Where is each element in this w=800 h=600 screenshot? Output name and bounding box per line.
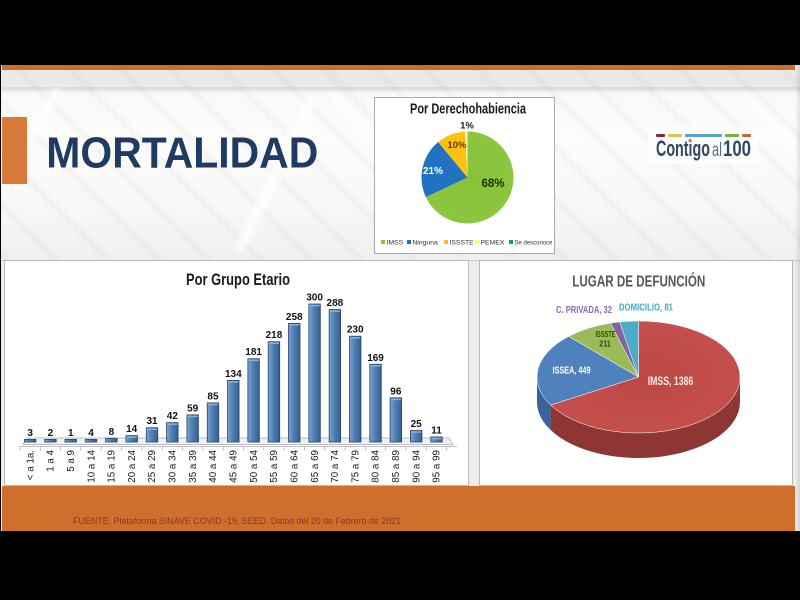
svg-text:C. PRIVADA, 32: C. PRIVADA, 32	[556, 305, 612, 316]
svg-text:Contigo: Contigo	[656, 137, 710, 161]
svg-text:45 a 49: 45 a 49	[229, 450, 240, 483]
svg-text:90 a 94: 90 a 94	[411, 449, 422, 482]
svg-text:2: 2	[48, 428, 54, 439]
svg-text:Ninguna: Ninguna	[413, 240, 439, 247]
svg-text:Se desconoce: Se desconoce	[515, 240, 553, 247]
svg-text:14: 14	[126, 424, 138, 435]
svg-text:ISSSTE: ISSSTE	[596, 329, 616, 339]
svg-text:218: 218	[266, 330, 283, 341]
svg-text:Por Grupo Etario: Por Grupo Etario	[186, 271, 290, 289]
svg-text:25 a 29: 25 a 29	[147, 450, 158, 483]
svg-text:5 a 9: 5 a 9	[66, 450, 77, 472]
svg-text:ISSEA, 449: ISSEA, 449	[553, 365, 591, 377]
svg-text:10 a 14: 10 a 14	[86, 449, 97, 482]
svg-text:25: 25	[411, 419, 423, 430]
svg-text:MORTALIDAD: MORTALIDAD	[46, 130, 318, 178]
svg-text:40 a 44: 40 a 44	[208, 449, 219, 482]
svg-text:300: 300	[306, 293, 323, 304]
svg-text:75 a 79: 75 a 79	[350, 450, 361, 483]
svg-text:70 a 74: 70 a 74	[330, 449, 341, 482]
svg-text:1%: 1%	[460, 121, 474, 132]
svg-text:31: 31	[146, 416, 158, 427]
svg-text:1 a 4: 1 a 4	[46, 449, 57, 471]
svg-text:85: 85	[207, 391, 219, 402]
svg-text:85 a 89: 85 a 89	[391, 450, 402, 483]
svg-text:80 a 84: 80 a 84	[371, 449, 382, 482]
svg-text:288: 288	[327, 298, 344, 309]
svg-text:Por Derechohabiencia: Por Derechohabiencia	[410, 101, 526, 118]
svg-text:10%: 10%	[447, 140, 467, 151]
svg-text:al: al	[712, 140, 722, 161]
svg-text:181: 181	[245, 347, 262, 358]
svg-text:ISSSTE: ISSSTE	[450, 240, 475, 247]
svg-text:35 a 39: 35 a 39	[188, 450, 199, 483]
svg-text:11: 11	[431, 425, 442, 436]
svg-text:IMSS: IMSS	[387, 240, 404, 247]
svg-text:60 a 64: 60 a 64	[289, 449, 300, 482]
svg-text:100: 100	[723, 137, 751, 161]
svg-text:59: 59	[187, 403, 199, 414]
svg-text:3: 3	[27, 428, 33, 439]
svg-text:1: 1	[68, 428, 74, 439]
svg-text:50 a 54: 50 a 54	[249, 449, 260, 482]
svg-text:42: 42	[167, 411, 179, 422]
svg-text:LUGAR DE DEFUNCIÓN: LUGAR DE DEFUNCIÓN	[572, 273, 705, 291]
svg-text:68%: 68%	[481, 178, 504, 190]
svg-text:65 a 69: 65 a 69	[310, 450, 321, 483]
svg-text:15 a 19: 15 a 19	[107, 450, 118, 483]
svg-text:169: 169	[367, 353, 384, 364]
svg-text:DOMICILIO, 81: DOMICILIO, 81	[619, 303, 673, 314]
svg-text:55 a 59: 55 a 59	[269, 450, 280, 483]
svg-text:211: 211	[599, 339, 611, 349]
svg-text:21%: 21%	[423, 166, 443, 177]
svg-text:134: 134	[225, 369, 242, 380]
svg-text:< a 1a.: < a 1a.	[25, 450, 36, 480]
svg-text:20 a 24: 20 a 24	[127, 449, 138, 482]
svg-text:8: 8	[109, 427, 115, 438]
svg-text:230: 230	[347, 325, 364, 336]
svg-text:IMSS, 1386: IMSS, 1386	[648, 374, 694, 388]
svg-text:96: 96	[390, 386, 402, 397]
svg-text:258: 258	[286, 312, 303, 323]
svg-text:30 a 34: 30 a 34	[168, 449, 179, 482]
svg-text:PEMEX: PEMEX	[481, 240, 505, 247]
svg-text:4: 4	[88, 428, 94, 439]
svg-text:95 a 99: 95 a 99	[432, 450, 443, 483]
